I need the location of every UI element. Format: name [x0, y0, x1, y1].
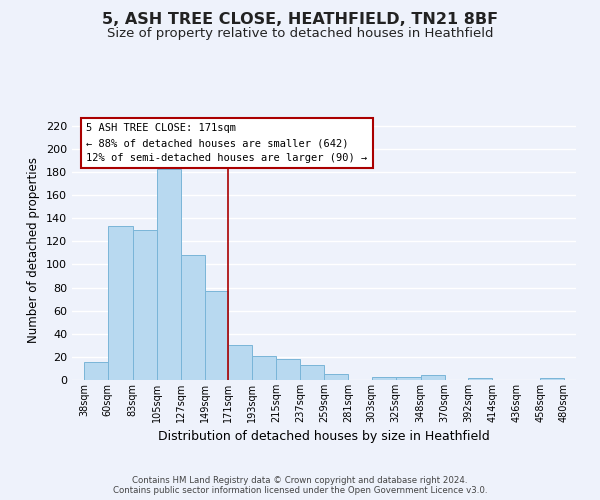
Bar: [276, 359, 300, 380]
Y-axis label: Number of detached properties: Number of detached properties: [28, 157, 40, 343]
X-axis label: Distribution of detached houses by size in Heathfield: Distribution of detached houses by size …: [158, 430, 490, 444]
Bar: [469, 378, 493, 380]
Text: Contains public sector information licensed under the Open Government Licence v3: Contains public sector information licen…: [113, 486, 487, 495]
Bar: [395, 376, 421, 380]
Bar: [300, 365, 324, 380]
Bar: [540, 378, 564, 380]
Bar: [133, 230, 157, 380]
Text: Size of property relative to detached houses in Heathfield: Size of property relative to detached ho…: [107, 28, 493, 40]
Bar: [253, 356, 276, 380]
Text: Contains HM Land Registry data © Crown copyright and database right 2024.: Contains HM Land Registry data © Crown c…: [132, 476, 468, 485]
Bar: [108, 226, 133, 380]
Bar: [84, 362, 108, 380]
Bar: [181, 255, 205, 380]
Bar: [372, 376, 395, 380]
Bar: [157, 168, 181, 380]
Text: 5 ASH TREE CLOSE: 171sqm
← 88% of detached houses are smaller (642)
12% of semi-: 5 ASH TREE CLOSE: 171sqm ← 88% of detach…: [86, 124, 367, 163]
Bar: [229, 346, 253, 380]
Text: 5, ASH TREE CLOSE, HEATHFIELD, TN21 8BF: 5, ASH TREE CLOSE, HEATHFIELD, TN21 8BF: [102, 12, 498, 28]
Bar: [421, 376, 445, 380]
Bar: [324, 374, 348, 380]
Bar: [205, 291, 229, 380]
